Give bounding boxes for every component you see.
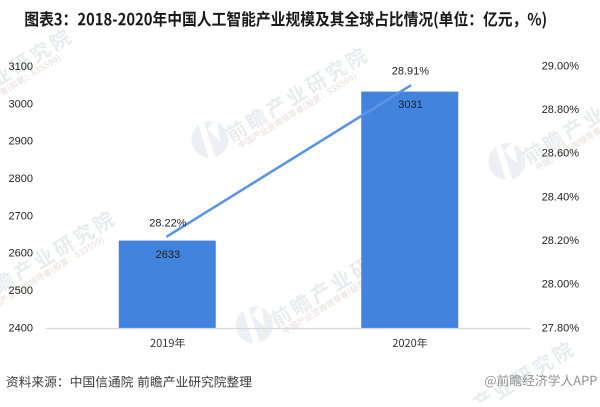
svg-text:2800: 2800 [9, 173, 33, 185]
svg-text:27.80%: 27.80% [542, 322, 580, 334]
svg-text:3000: 3000 [9, 98, 33, 110]
svg-text:28.40%: 28.40% [542, 191, 580, 203]
svg-text:3100: 3100 [9, 61, 33, 73]
svg-text:28.80%: 28.80% [542, 104, 580, 116]
svg-text:2900: 2900 [9, 136, 33, 148]
svg-text:2500: 2500 [9, 285, 33, 297]
svg-text:28.91%: 28.91% [392, 65, 430, 77]
svg-text:29.00%: 29.00% [542, 60, 580, 72]
svg-text:28.00%: 28.00% [542, 279, 580, 291]
svg-text:2400: 2400 [9, 322, 33, 334]
svg-text:2600: 2600 [9, 248, 33, 260]
svg-text:2700: 2700 [9, 210, 33, 222]
svg-text:2633: 2633 [156, 249, 180, 261]
svg-text:28.60%: 28.60% [542, 148, 580, 160]
svg-text:28.22%: 28.22% [149, 218, 187, 230]
svg-text:28.20%: 28.20% [542, 235, 580, 247]
svg-text:3031: 3031 [398, 99, 422, 111]
